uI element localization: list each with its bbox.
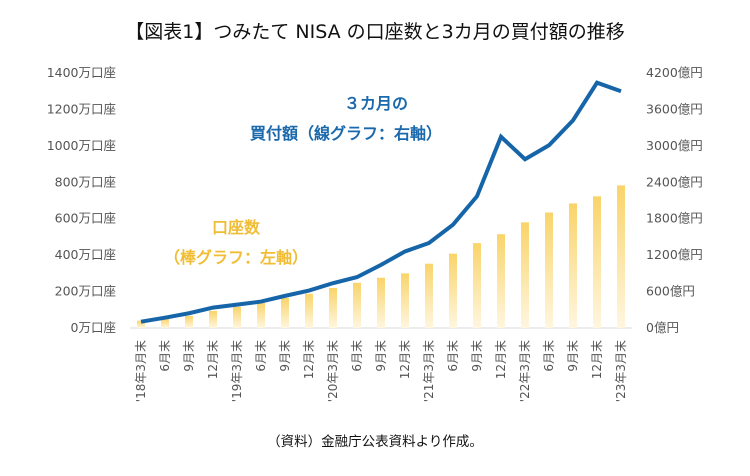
- right-tick-label: 2400億円: [646, 174, 703, 189]
- bar: [281, 297, 289, 328]
- bar: [569, 203, 577, 328]
- x-tick-label: 12月末: [206, 340, 220, 379]
- bar-annotation-2: （棒グラフ：左軸）: [164, 248, 308, 267]
- bar-annotation-1: 口座数: [212, 218, 261, 237]
- bar: [425, 263, 433, 328]
- x-tick-label: '19年3月末: [230, 340, 244, 402]
- bar: [473, 243, 481, 328]
- bar: [209, 310, 217, 328]
- bar: [137, 320, 145, 328]
- bar-series: [137, 185, 625, 328]
- right-axis: 0億円 600億円 1200億円 1800億円 2400億円 3000億円 3600億円 42…: [646, 65, 703, 335]
- left-tick-label: 400万口座: [55, 247, 116, 262]
- bar: [377, 277, 385, 328]
- bar: [593, 196, 601, 328]
- x-tick-label: 6月末: [446, 340, 460, 372]
- x-tick-label: 6月末: [542, 340, 556, 372]
- bar: [617, 185, 625, 328]
- right-tick-label: 1800億円: [646, 211, 703, 226]
- bar: [545, 212, 553, 328]
- left-axis: 0万口座 200万口座 400万口座 600万口座 800万口座 1000万口座 1200万…: [47, 65, 116, 335]
- left-tick-label: 600万口座: [55, 211, 116, 226]
- x-tick-label: '23年3月末: [614, 340, 628, 402]
- x-tick-label: '20年3月末: [326, 340, 340, 402]
- left-tick-label: 800万口座: [55, 174, 116, 189]
- left-tick-label: 1200万口座: [47, 101, 116, 116]
- bar: [449, 253, 457, 328]
- bar: [305, 293, 313, 328]
- bar: [401, 273, 409, 328]
- bar: [497, 234, 505, 328]
- x-axis: '18年3月末 6月末 9月末 12月末 '19年3月末 6月末 9月末 12月末 '20年3月…: [134, 340, 628, 402]
- x-tick-label: 12月末: [494, 340, 508, 379]
- x-tick-label: '18年3月末: [134, 340, 148, 402]
- bar: [233, 306, 241, 328]
- line-series: [140, 80, 622, 324]
- right-tick-label: 600億円: [646, 284, 695, 299]
- x-tick-label: 6月末: [158, 340, 172, 372]
- x-tick-label: 12月末: [302, 340, 316, 379]
- x-tick-label: '22年3月末: [518, 340, 532, 402]
- x-tick-label: 9月末: [374, 340, 388, 372]
- left-tick-label: 200万口座: [55, 284, 116, 299]
- x-tick-label: 9月末: [566, 340, 580, 372]
- left-tick-label: 1400万口座: [47, 65, 116, 80]
- right-tick-label: 3000億円: [646, 138, 703, 153]
- x-tick-label: 12月末: [398, 340, 412, 379]
- bar: [329, 287, 337, 328]
- bar: [521, 222, 529, 328]
- left-tick-label: 0万口座: [71, 320, 116, 335]
- x-tick-label: 6月末: [254, 340, 268, 372]
- right-tick-label: 3600億円: [646, 101, 703, 116]
- line-annotation-1: ３カ月の: [344, 94, 408, 113]
- x-tick-label: 9月末: [278, 340, 292, 372]
- line-annotation-2: 買付額（線グラフ：右軸）: [250, 124, 442, 143]
- x-tick-label: 9月末: [470, 340, 484, 372]
- right-tick-label: 0億円: [646, 320, 679, 335]
- left-tick-label: 1000万口座: [47, 138, 116, 153]
- bar: [161, 318, 169, 328]
- chart-title: 【図表1】つみたて NISA の口座数と3カ月の買付額の推移: [125, 21, 624, 43]
- x-tick-label: '21年3月末: [422, 340, 436, 402]
- bar: [257, 302, 265, 328]
- x-tick-label: 9月末: [182, 340, 196, 372]
- right-tick-label: 1200億円: [646, 247, 703, 262]
- x-tick-label: 6月末: [350, 340, 364, 372]
- bar: [353, 282, 361, 328]
- source-note: （資料）金融庁公表資料より作成。: [267, 434, 483, 450]
- x-tick-label: 12月末: [590, 340, 604, 379]
- right-tick-label: 4200億円: [646, 65, 703, 80]
- bar: [185, 315, 193, 328]
